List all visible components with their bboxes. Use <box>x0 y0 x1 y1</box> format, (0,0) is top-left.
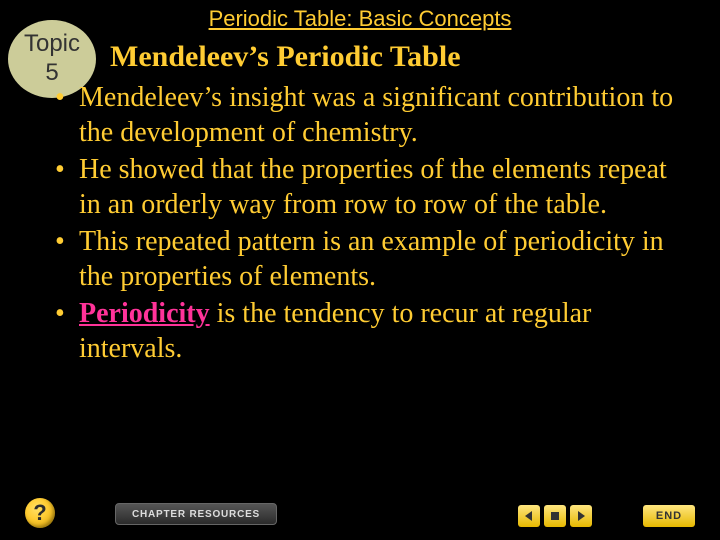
bullet-text: He showed that the properties of the ele… <box>79 154 667 220</box>
content-area: Mendeleev’s Periodic Table Mendeleev’s i… <box>55 40 695 368</box>
bullet-list: Mendeleev’s insight was a significant co… <box>55 80 695 366</box>
bullet-text: This repeated pattern is an example of p… <box>79 226 664 292</box>
list-item: Mendeleev’s insight was a significant co… <box>55 80 695 150</box>
list-item: Periodicity is the tendency to recur at … <box>55 296 695 366</box>
bullet-text: Mendeleev’s insight was a significant co… <box>79 82 673 148</box>
square-icon <box>549 510 561 522</box>
keyword-periodicity: Periodicity <box>79 298 210 329</box>
bottom-bar: ? CHAPTER RESOURCES END <box>0 490 720 540</box>
chapter-resources-button[interactable]: CHAPTER RESOURCES <box>115 503 277 525</box>
triangle-left-icon <box>523 510 535 522</box>
content-subheading: Mendeleev’s Periodic Table <box>110 40 695 74</box>
slide-title: Periodic Table: Basic Concepts <box>0 6 720 32</box>
list-item: This repeated pattern is an example of p… <box>55 224 695 294</box>
nav-next-button[interactable] <box>570 505 592 527</box>
nav-prev-button[interactable] <box>518 505 540 527</box>
triangle-right-icon <box>575 510 587 522</box>
list-item: He showed that the properties of the ele… <box>55 152 695 222</box>
nav-button-group <box>518 505 592 527</box>
end-button[interactable]: END <box>643 505 695 527</box>
help-button[interactable]: ? <box>25 498 55 528</box>
nav-stop-button[interactable] <box>544 505 566 527</box>
